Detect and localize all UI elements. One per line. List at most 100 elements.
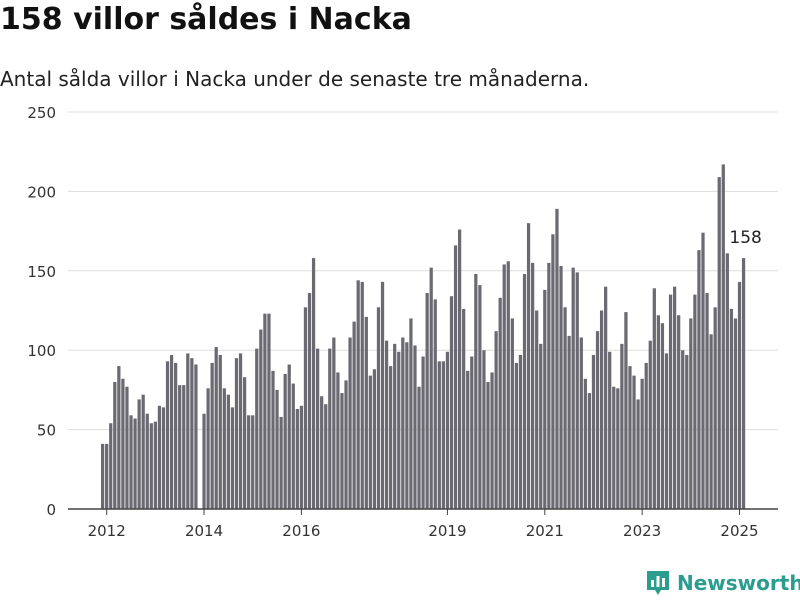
bar <box>161 407 166 509</box>
x-tick-label: 2012 <box>88 522 126 540</box>
bar <box>677 315 681 509</box>
bar <box>210 362 214 509</box>
bar <box>672 286 677 509</box>
bar <box>486 381 490 509</box>
bar <box>105 443 109 509</box>
bar <box>121 378 125 509</box>
chart-title: 158 villor såldes i Nacka <box>0 2 412 37</box>
bar <box>380 281 385 509</box>
bar <box>113 381 117 509</box>
bar <box>462 308 466 509</box>
bar <box>299 405 304 509</box>
bar-chart: 0 50 100 150 200 250 2012 2014 2016 2019 2021 2023 2… <box>27 104 778 540</box>
bar <box>604 286 608 509</box>
x-tick-label: 2014 <box>185 522 223 540</box>
newsworthy-brand[interactable]: Newsworthy <box>645 569 800 597</box>
bar <box>145 413 149 509</box>
bar <box>165 361 170 509</box>
bar <box>178 385 182 509</box>
bar <box>466 370 470 509</box>
bar <box>433 299 437 509</box>
bar <box>307 293 312 509</box>
bar <box>685 354 689 509</box>
bar <box>259 329 263 509</box>
bar <box>648 340 652 509</box>
bar <box>125 386 129 509</box>
bar <box>194 364 198 509</box>
bar <box>267 313 271 509</box>
bar <box>620 343 624 509</box>
bar <box>393 343 397 509</box>
bar <box>482 350 486 509</box>
bar <box>360 281 364 509</box>
bar <box>632 375 636 509</box>
bar <box>137 399 141 509</box>
bar <box>222 388 226 509</box>
bar <box>571 267 575 509</box>
bar <box>628 366 632 509</box>
bar <box>311 258 316 509</box>
bar <box>474 273 478 509</box>
bar <box>364 316 368 509</box>
bar <box>470 356 474 509</box>
bar <box>372 369 377 509</box>
bar <box>316 348 320 509</box>
bar <box>551 234 555 509</box>
bar <box>660 323 665 509</box>
bar <box>506 261 510 509</box>
bar <box>636 399 640 509</box>
bar <box>624 312 628 509</box>
bar <box>336 372 340 509</box>
x-tick-label: 2016 <box>282 522 320 540</box>
bar <box>409 318 413 509</box>
bar <box>149 423 153 509</box>
bar <box>697 250 701 509</box>
newsworthy-logo-icon <box>647 571 669 595</box>
bar <box>303 307 308 509</box>
bar <box>539 343 543 509</box>
bar <box>547 262 551 509</box>
bar <box>437 361 441 509</box>
bar <box>733 318 738 509</box>
bar <box>348 337 352 509</box>
y-tick-label: 250 <box>27 104 56 122</box>
bar <box>494 331 498 509</box>
bar <box>616 388 620 509</box>
bar <box>153 421 157 509</box>
bar <box>445 351 450 509</box>
bar <box>214 347 218 509</box>
bar <box>332 337 336 509</box>
bar <box>190 358 194 509</box>
bar <box>664 353 669 509</box>
bar <box>709 334 713 509</box>
bar <box>182 385 186 509</box>
bar <box>344 380 348 509</box>
bar <box>563 307 567 509</box>
bar <box>129 415 133 509</box>
bar <box>376 307 381 509</box>
bar <box>522 273 527 509</box>
bar <box>352 321 356 509</box>
bar <box>701 232 705 510</box>
bar <box>721 164 725 510</box>
bar <box>141 394 145 509</box>
x-tick-label: 2021 <box>526 522 564 540</box>
bar <box>425 293 429 509</box>
bar <box>242 377 247 509</box>
bar <box>543 289 547 509</box>
highlight-value-label: 158 <box>729 228 761 248</box>
bar <box>283 374 287 509</box>
bar <box>417 386 421 509</box>
bar <box>271 370 275 509</box>
bar <box>328 348 332 509</box>
bar <box>368 375 372 509</box>
bar <box>526 223 531 509</box>
bar <box>587 393 592 509</box>
bar <box>668 294 673 509</box>
bar <box>725 253 729 509</box>
bar <box>453 245 458 509</box>
y-tick-label: 200 <box>27 183 56 201</box>
bar <box>255 348 259 509</box>
bar <box>595 331 600 509</box>
bar <box>389 366 393 509</box>
